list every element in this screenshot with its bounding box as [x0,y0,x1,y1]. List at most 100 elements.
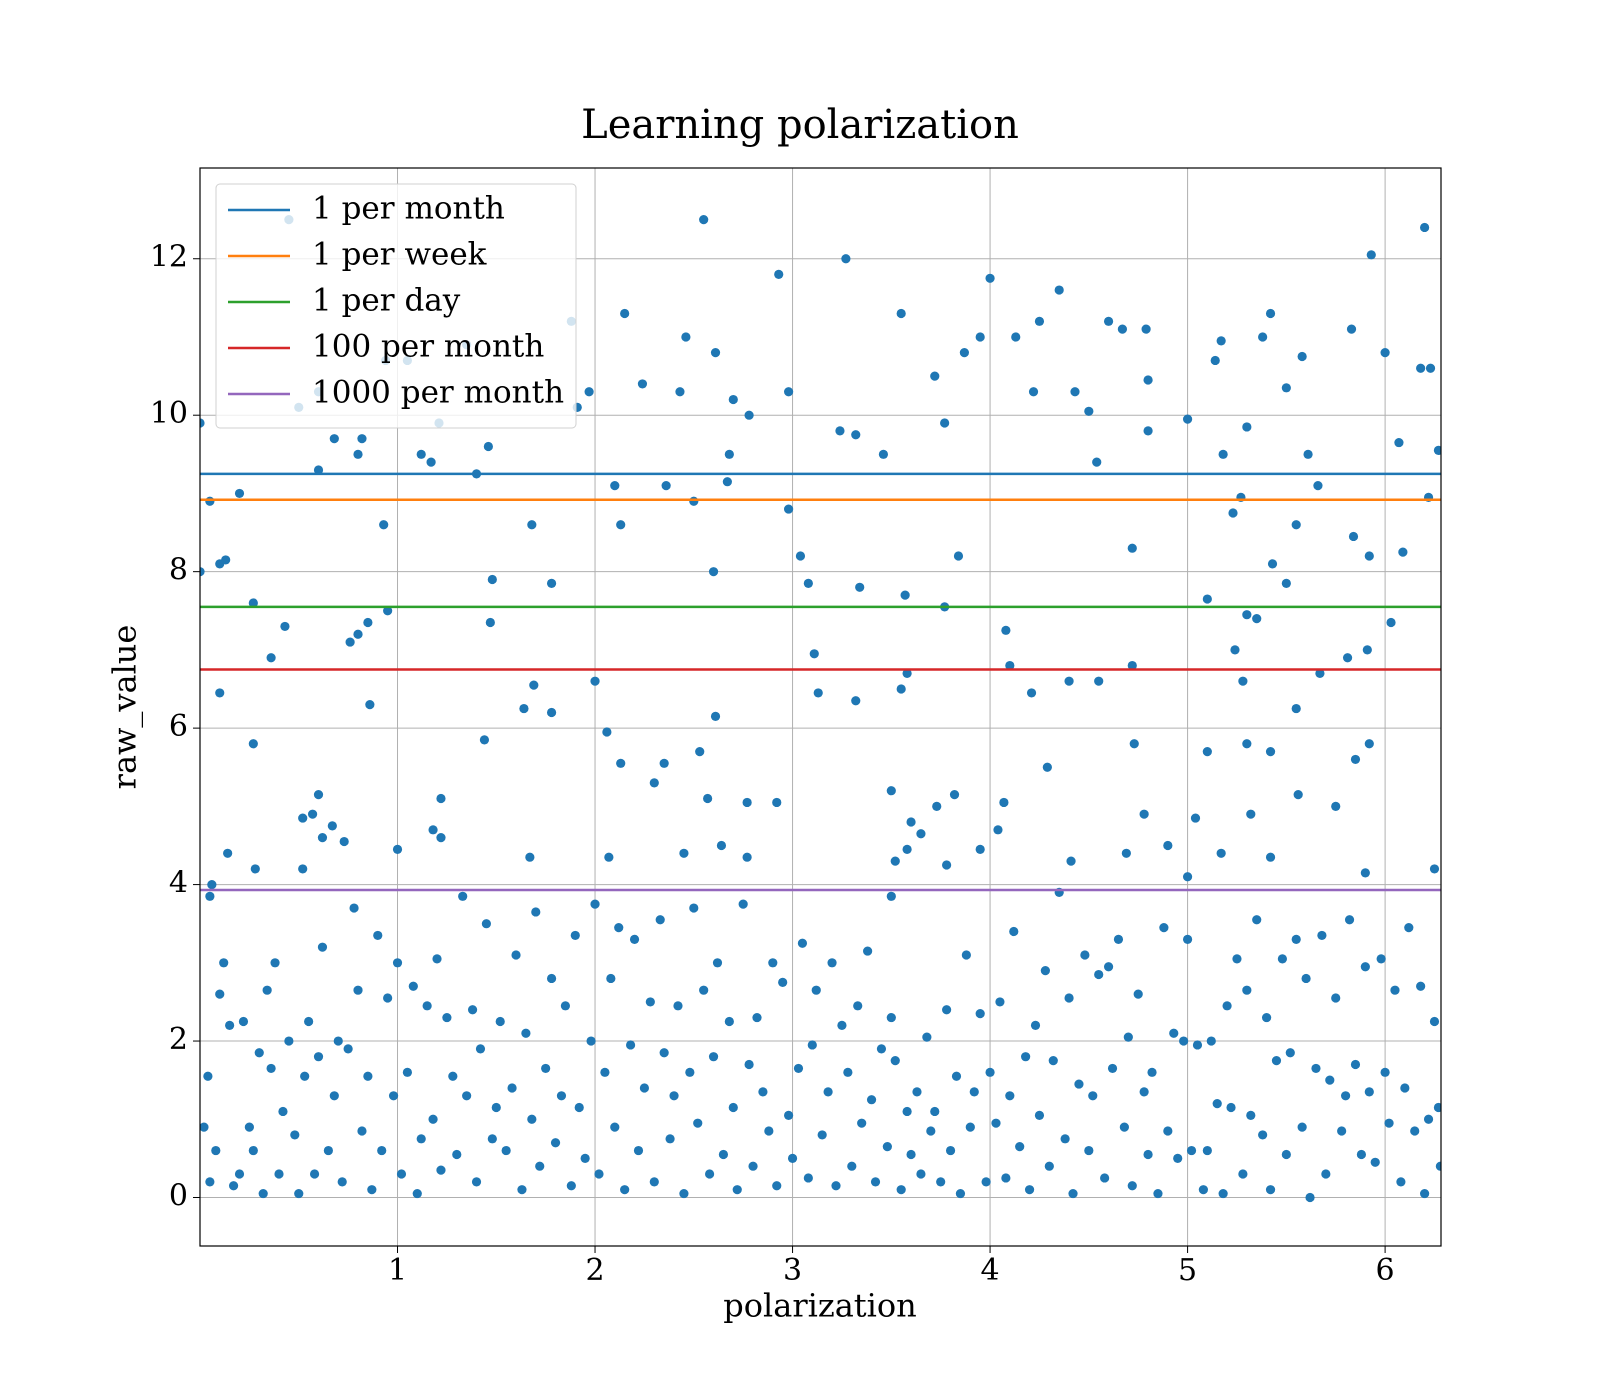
point [695,746,705,757]
point [965,1122,975,1132]
point [1084,1145,1094,1156]
legend-label: 1 per day [312,283,461,319]
point [916,1169,926,1179]
point [1005,1091,1015,1101]
point [1325,1075,1335,1085]
point [215,989,225,999]
point [991,1118,1001,1128]
point [367,1185,377,1195]
point [1230,645,1240,655]
point [422,1001,432,1011]
point [722,477,732,487]
point [1265,308,1276,319]
point [1261,1012,1272,1023]
point [467,1005,478,1015]
point [377,1145,387,1156]
point [1331,801,1341,811]
point [803,578,813,588]
point [932,801,942,811]
point [896,308,906,319]
point [1384,1118,1394,1128]
x-tick-label: 1 [388,1253,407,1288]
point [1348,531,1359,542]
point [1350,1059,1361,1070]
point [205,1177,215,1187]
point [317,833,328,843]
point [339,836,349,847]
point [1113,934,1124,944]
point [1410,1126,1420,1136]
point [574,1102,584,1113]
point [689,496,699,506]
point [1202,746,1212,757]
point [1139,1087,1149,1097]
point [606,973,616,984]
point [274,1169,284,1179]
point [200,1122,209,1132]
point [784,387,794,397]
point [1297,1122,1307,1132]
point [248,598,258,608]
point [525,852,535,862]
point [546,973,557,984]
point [1202,594,1212,604]
point [501,1145,511,1156]
point [916,829,926,839]
point [1009,926,1019,937]
point [1042,762,1052,772]
point [1198,1185,1208,1195]
point [1346,324,1357,334]
point [1360,962,1370,972]
point [878,449,889,459]
point [1143,1149,1153,1160]
point [215,688,225,698]
point [981,1177,991,1187]
point [823,1087,833,1097]
point [969,1087,979,1097]
point [710,711,721,721]
point [902,668,912,678]
point [639,1083,650,1093]
point [902,844,912,854]
point [1242,610,1252,620]
point [930,371,940,381]
point [787,1153,798,1163]
point [262,985,272,995]
point [1380,348,1390,358]
plot-area [200,215,1441,1203]
point [1103,316,1114,326]
point [620,308,630,319]
point [945,1145,956,1156]
point [1271,1055,1282,1066]
point [392,844,403,854]
point [857,1118,867,1128]
point [205,891,215,901]
point [307,809,318,819]
point [1182,414,1193,424]
point [681,332,691,342]
x-axis-label: polarization [723,1287,917,1325]
point [379,520,389,530]
point [851,696,861,706]
point [1030,1020,1041,1030]
point [388,1091,399,1101]
point [345,637,355,647]
point [266,653,276,663]
point [616,520,626,530]
point [817,1130,827,1140]
point [637,379,648,389]
point [1291,703,1301,714]
point [679,848,689,858]
point [507,1083,517,1093]
point [689,903,699,913]
point [471,1177,482,1187]
point [710,348,721,358]
point [1119,1122,1129,1132]
point [693,1118,703,1128]
point [1297,351,1307,362]
y-tick-label: 0 [169,1178,188,1213]
x-tick-label: 4 [981,1253,1000,1288]
x-tick-label: 5 [1178,1253,1197,1288]
